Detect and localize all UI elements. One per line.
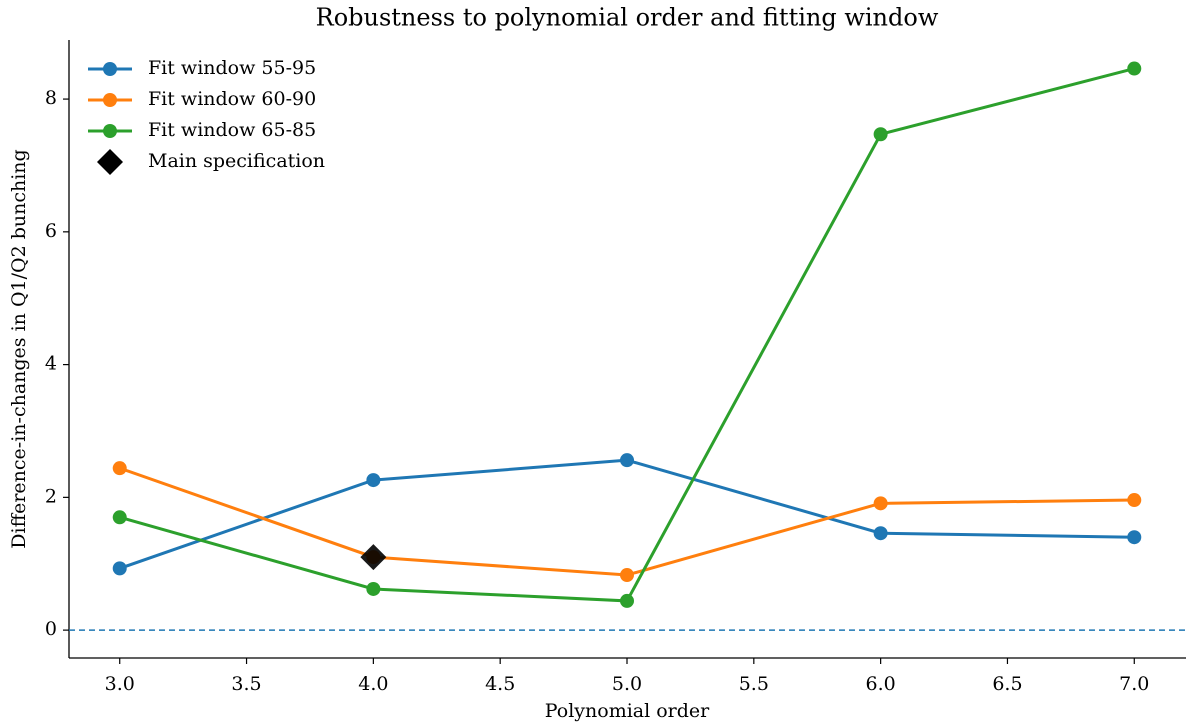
x-tick-label: 6.0 (866, 673, 896, 695)
data-point (1127, 493, 1142, 508)
y-tick-label: 2 (45, 485, 57, 507)
data-point (112, 561, 127, 576)
y-tick-label: 6 (45, 220, 57, 242)
x-tick-label: 6.5 (992, 673, 1022, 695)
x-tick-label: 3.5 (231, 673, 261, 695)
legend-marker (97, 149, 123, 175)
data-point (620, 568, 634, 583)
legend-label: Main specification (148, 150, 325, 172)
x-tick-label: 7.0 (1119, 673, 1149, 695)
main-spec-marker (360, 544, 387, 571)
data-point (873, 127, 888, 142)
x-tick-label: 5.5 (739, 673, 769, 695)
data-point (1127, 530, 1142, 545)
x-tick-label: 5.0 (612, 673, 642, 695)
data-point (112, 461, 127, 476)
data-point (873, 526, 888, 541)
x-tick-label: 3.0 (105, 673, 135, 695)
legend-marker (103, 62, 117, 76)
legend-label: Fit window 55-95 (148, 57, 316, 79)
y-axis-label: Difference-in-changes in Q1/Q2 bunching (8, 149, 30, 548)
legend-label: Fit window 60-90 (148, 88, 316, 110)
legend-marker (103, 93, 117, 107)
y-tick-label: 4 (45, 353, 57, 375)
x-tick-label: 4.0 (358, 673, 388, 695)
data-point (366, 581, 381, 596)
legend-marker (103, 124, 117, 138)
data-point (112, 510, 127, 525)
y-tick-label: 0 (45, 618, 57, 640)
chart-title: Robustness to polynomial order and fitti… (316, 4, 939, 32)
data-point (366, 473, 381, 488)
legend-label: Fit window 65-85 (148, 119, 316, 141)
x-axis-label: Polynomial order (545, 700, 710, 722)
data-point (873, 496, 888, 511)
data-point (620, 593, 634, 608)
y-tick-label: 8 (45, 87, 57, 109)
data-point (1127, 61, 1142, 76)
x-tick-label: 4.5 (485, 673, 515, 695)
series-line (119, 458, 1135, 570)
data-point (620, 453, 634, 468)
